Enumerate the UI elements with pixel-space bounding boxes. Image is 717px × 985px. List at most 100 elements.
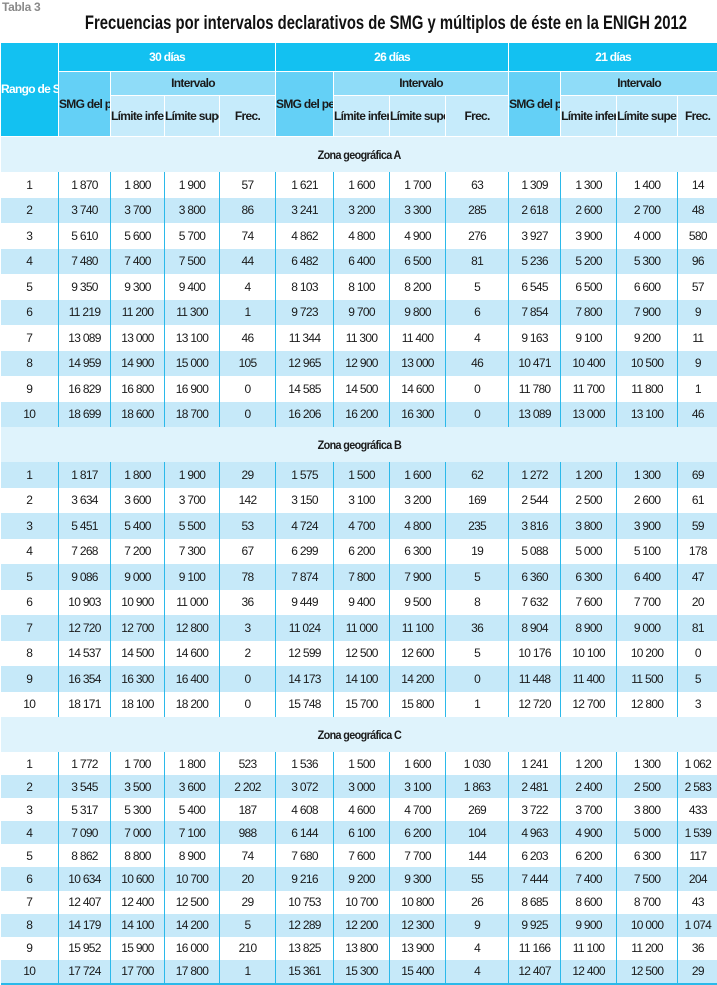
value-cell: 48 — [678, 198, 717, 224]
value-cell: 235 — [446, 513, 509, 539]
value-cell: 7 600 — [561, 590, 617, 616]
value-cell: 1 700 — [390, 172, 446, 198]
value-cell: 1 772 — [59, 752, 111, 775]
value-cell: 580 — [678, 223, 717, 249]
value-cell: 7 200 — [111, 539, 165, 565]
value-cell: 276 — [446, 223, 509, 249]
lower-limit-header: Límite inferior — [561, 96, 617, 137]
rango-cell: 6 — [1, 300, 59, 326]
value-cell: 1 300 — [617, 462, 678, 488]
value-cell: 57 — [220, 172, 276, 198]
value-cell: 1 030 — [446, 752, 509, 775]
value-cell: 4 608 — [276, 798, 334, 821]
value-cell: 81 — [446, 249, 509, 275]
value-cell: 15 700 — [334, 692, 390, 718]
value-cell: 11 500 — [617, 666, 678, 692]
value-cell: 9 100 — [561, 325, 617, 351]
value-cell: 2 400 — [561, 775, 617, 798]
rango-cell: 3 — [1, 223, 59, 249]
value-cell: 5 600 — [111, 223, 165, 249]
value-cell: 78 — [220, 564, 276, 590]
value-cell: 11 000 — [165, 590, 220, 616]
value-cell: 11 100 — [390, 615, 446, 641]
value-cell: 4 700 — [334, 513, 390, 539]
rango-cell: 4 — [1, 249, 59, 275]
value-cell: 10 100 — [561, 641, 617, 667]
value-cell: 86 — [220, 198, 276, 224]
smg-header: SMG del periodo — [509, 72, 561, 137]
rango-cell: 8 — [1, 351, 59, 377]
value-cell: 1 575 — [276, 462, 334, 488]
value-cell: 5 — [446, 641, 509, 667]
value-cell: 2 600 — [561, 198, 617, 224]
value-cell: 11 200 — [617, 937, 678, 960]
value-cell: 1 272 — [509, 462, 561, 488]
value-cell: 13 825 — [276, 937, 334, 960]
value-cell: 4 800 — [390, 513, 446, 539]
value-cell: 13 089 — [59, 325, 111, 351]
value-cell: 10 900 — [111, 590, 165, 616]
value-cell: 3 900 — [617, 513, 678, 539]
value-cell: 285 — [446, 198, 509, 224]
value-cell: 3 200 — [334, 198, 390, 224]
value-cell: 5 — [220, 914, 276, 937]
value-cell: 1 600 — [334, 172, 390, 198]
value-cell: 36 — [446, 615, 509, 641]
value-cell: 4 724 — [276, 513, 334, 539]
rango-cell: 1 — [1, 462, 59, 488]
value-cell: 10 500 — [617, 351, 678, 377]
value-cell: 14 100 — [111, 914, 165, 937]
value-cell: 1 200 — [561, 462, 617, 488]
value-cell: 4 000 — [617, 223, 678, 249]
value-cell: 14 179 — [59, 914, 111, 937]
value-cell: 81 — [678, 615, 717, 641]
value-cell: 0 — [446, 666, 509, 692]
value-cell: 8 600 — [561, 891, 617, 914]
value-cell: 10 903 — [59, 590, 111, 616]
value-cell: 5 088 — [509, 539, 561, 565]
value-cell: 1 — [678, 376, 717, 402]
value-cell: 9 700 — [334, 300, 390, 326]
value-cell: 988 — [220, 821, 276, 844]
period-header: 26 días — [276, 43, 509, 72]
value-cell: 3 800 — [561, 513, 617, 539]
value-cell: 4 — [446, 325, 509, 351]
intervalo-header: Intervalo — [561, 72, 717, 96]
value-cell: 11 024 — [276, 615, 334, 641]
value-cell: 9 086 — [59, 564, 111, 590]
value-cell: 4 900 — [390, 223, 446, 249]
value-cell: 46 — [678, 402, 717, 428]
value-cell: 3 740 — [59, 198, 111, 224]
value-cell: 5 200 — [561, 249, 617, 275]
value-cell: 6 200 — [334, 539, 390, 565]
value-cell: 4 900 — [561, 821, 617, 844]
value-cell: 18 600 — [111, 402, 165, 428]
value-cell: 1 241 — [509, 752, 561, 775]
value-cell: 5 236 — [509, 249, 561, 275]
value-cell: 1 863 — [446, 775, 509, 798]
value-cell: 9 000 — [111, 564, 165, 590]
rango-cell: 9 — [1, 666, 59, 692]
value-cell: 6 600 — [617, 274, 678, 300]
value-cell: 1 500 — [334, 462, 390, 488]
value-cell: 3 100 — [334, 488, 390, 514]
value-cell: 7 900 — [390, 564, 446, 590]
value-cell: 36 — [678, 937, 717, 960]
value-cell: 8 862 — [59, 844, 111, 867]
rango-cell: 6 — [1, 590, 59, 616]
value-cell: 8 100 — [334, 274, 390, 300]
frequency-header: Frec. — [678, 96, 717, 137]
value-cell: 12 599 — [276, 641, 334, 667]
value-cell: 523 — [220, 752, 276, 775]
value-cell: 7 874 — [276, 564, 334, 590]
value-cell: 29 — [220, 462, 276, 488]
header-row: SMG del periodoIntervaloSMG del periodoI… — [1, 72, 717, 96]
value-cell: 0 — [220, 666, 276, 692]
value-cell: 13 000 — [111, 325, 165, 351]
value-cell: 3 600 — [111, 488, 165, 514]
value-cell: 7 090 — [59, 821, 111, 844]
